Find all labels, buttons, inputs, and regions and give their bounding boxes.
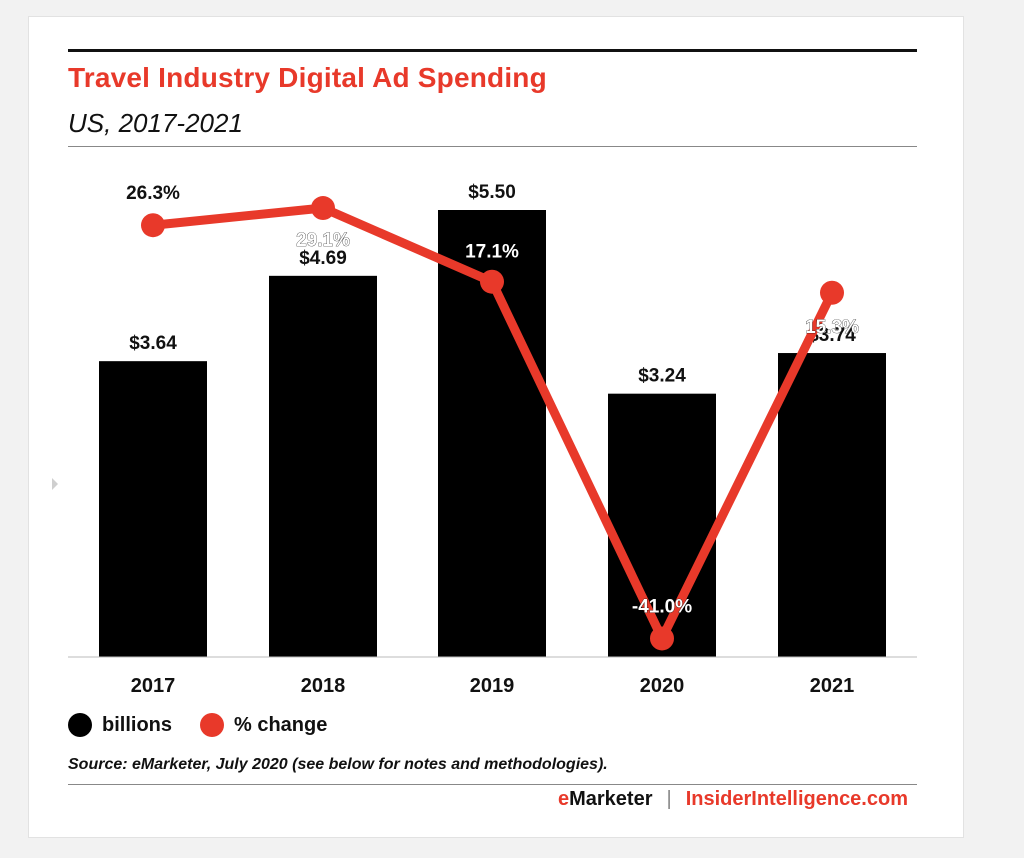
top-rule xyxy=(68,49,917,52)
x-tick-label-2017: 2017 xyxy=(131,675,176,697)
brand-e: e xyxy=(557,788,570,810)
change-label-2020: -41.0% xyxy=(632,596,692,617)
x-tick-label-2019: 2019 xyxy=(470,675,515,697)
change-point-2019 xyxy=(480,269,504,294)
change-label-2021: 15.3% xyxy=(805,317,859,338)
brand-marketer: Marketer xyxy=(569,788,653,810)
legend-swatch-billions xyxy=(68,713,92,737)
x-tick-label-2021: 2021 xyxy=(810,675,855,697)
legend-label-billions: billions xyxy=(102,713,172,736)
change-label-2018: 29.1% xyxy=(296,230,350,251)
brand-site-link[interactable]: InsiderIntelligence.com xyxy=(685,788,908,810)
edge-arrow-icon xyxy=(52,478,58,490)
change-label-2017: 26.3% xyxy=(126,183,180,204)
change-label-2019: 17.1% xyxy=(465,242,519,263)
bar-2018 xyxy=(269,275,377,657)
legend-swatch-change xyxy=(200,713,224,737)
legend-item-change: % change xyxy=(200,713,327,737)
bar-2017 xyxy=(99,361,207,657)
change-point-2017 xyxy=(141,213,165,238)
bar-2020 xyxy=(608,393,716,657)
x-tick-label-2018: 2018 xyxy=(301,675,346,697)
change-point-2018 xyxy=(311,196,335,221)
brand-footer: e Marketer | InsiderIntelligence.com xyxy=(558,788,908,811)
chart-title: Travel Industry Digital Ad Spending xyxy=(68,62,547,93)
bar-value-label-2018: $4.69 xyxy=(299,248,347,269)
legend-item-billions: billions xyxy=(68,713,172,737)
bar-value-label-2019: $5.50 xyxy=(468,182,516,203)
bar-value-label-2017: $3.64 xyxy=(129,333,177,354)
change-point-2021 xyxy=(820,280,844,305)
bar-value-label-2021: $3.74 xyxy=(808,325,856,346)
legend: billions % change xyxy=(68,710,355,740)
source-note: Source: eMarketer, July 2020 (see below … xyxy=(68,756,608,773)
footer-rule xyxy=(68,784,917,785)
subtitle-rule xyxy=(68,146,917,147)
brand-separator: | xyxy=(666,788,672,810)
x-tick-label-2020: 2020 xyxy=(640,675,685,697)
chart-subtitle: US, 2017-2021 xyxy=(68,108,243,138)
bar-value-label-2020: $3.24 xyxy=(638,366,686,387)
change-point-2020 xyxy=(650,626,674,651)
bar-2021 xyxy=(778,353,886,657)
legend-label-change: % change xyxy=(234,713,328,736)
